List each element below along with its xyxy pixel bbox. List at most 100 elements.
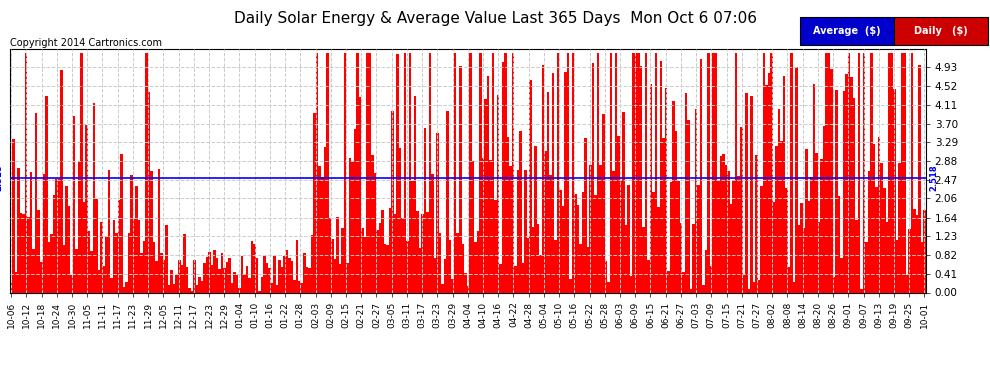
- Bar: [108, 170, 110, 292]
- Bar: [489, 160, 492, 292]
- Bar: [136, 186, 138, 292]
- Bar: [546, 92, 549, 292]
- Bar: [432, 174, 434, 292]
- Bar: [271, 283, 273, 292]
- Bar: [304, 253, 306, 292]
- Bar: [226, 262, 228, 292]
- Bar: [885, 222, 888, 292]
- Bar: [72, 116, 75, 292]
- Bar: [321, 177, 324, 292]
- Bar: [183, 234, 185, 292]
- Bar: [263, 256, 265, 292]
- Bar: [823, 126, 826, 292]
- Bar: [371, 155, 373, 292]
- Bar: [10, 280, 13, 292]
- Bar: [507, 136, 509, 292]
- Bar: [344, 53, 346, 292]
- Bar: [446, 111, 448, 292]
- Bar: [286, 250, 288, 292]
- Bar: [745, 93, 747, 292]
- Bar: [35, 113, 38, 292]
- Bar: [60, 70, 62, 292]
- Bar: [594, 195, 597, 292]
- Bar: [690, 289, 692, 292]
- Bar: [551, 73, 554, 292]
- Bar: [201, 281, 203, 292]
- Bar: [659, 61, 662, 292]
- Bar: [471, 161, 474, 292]
- Bar: [85, 124, 88, 292]
- Bar: [180, 265, 183, 292]
- Bar: [803, 228, 805, 292]
- Bar: [767, 73, 770, 292]
- Bar: [231, 283, 234, 292]
- Bar: [170, 270, 173, 292]
- Bar: [150, 171, 152, 292]
- Bar: [695, 109, 697, 292]
- Bar: [891, 53, 893, 292]
- Bar: [459, 66, 461, 292]
- Bar: [652, 192, 654, 292]
- Bar: [309, 268, 311, 292]
- Bar: [208, 252, 211, 292]
- Bar: [654, 53, 657, 292]
- Bar: [664, 88, 667, 292]
- Bar: [429, 53, 432, 292]
- Bar: [361, 228, 363, 292]
- Bar: [336, 217, 339, 292]
- Bar: [617, 136, 620, 292]
- Bar: [584, 138, 587, 292]
- Bar: [258, 291, 260, 292]
- Bar: [780, 141, 783, 292]
- Bar: [643, 226, 644, 292]
- Bar: [30, 172, 33, 292]
- Bar: [710, 266, 713, 292]
- Bar: [901, 53, 903, 292]
- Bar: [25, 53, 28, 292]
- Bar: [640, 66, 643, 292]
- Bar: [795, 67, 798, 292]
- Bar: [705, 250, 708, 292]
- Bar: [670, 182, 672, 292]
- Bar: [873, 144, 875, 292]
- Bar: [65, 186, 67, 292]
- Bar: [627, 185, 630, 292]
- Bar: [630, 276, 632, 292]
- Bar: [188, 288, 190, 292]
- Bar: [808, 201, 810, 292]
- Bar: [451, 279, 454, 292]
- Bar: [556, 53, 559, 292]
- Bar: [234, 272, 236, 292]
- Bar: [918, 65, 921, 292]
- Bar: [319, 166, 321, 292]
- Bar: [448, 240, 451, 292]
- Bar: [311, 236, 314, 292]
- Bar: [223, 267, 226, 292]
- Bar: [542, 65, 545, 292]
- Bar: [396, 54, 399, 292]
- Bar: [206, 257, 208, 292]
- Bar: [532, 226, 535, 292]
- Bar: [497, 95, 499, 292]
- Bar: [610, 53, 612, 292]
- Bar: [173, 284, 175, 292]
- Bar: [331, 238, 334, 292]
- Bar: [607, 282, 610, 292]
- Bar: [466, 286, 469, 292]
- Bar: [301, 283, 304, 292]
- Bar: [923, 210, 926, 292]
- Bar: [805, 149, 808, 292]
- Bar: [168, 285, 170, 292]
- Bar: [908, 229, 911, 292]
- Bar: [469, 53, 471, 292]
- Bar: [742, 275, 745, 292]
- Bar: [158, 169, 160, 292]
- Bar: [50, 234, 52, 292]
- Bar: [128, 232, 131, 292]
- Bar: [334, 259, 336, 292]
- Bar: [730, 204, 733, 292]
- Bar: [386, 245, 389, 292]
- Bar: [559, 190, 562, 292]
- Bar: [728, 171, 730, 292]
- Bar: [160, 253, 163, 292]
